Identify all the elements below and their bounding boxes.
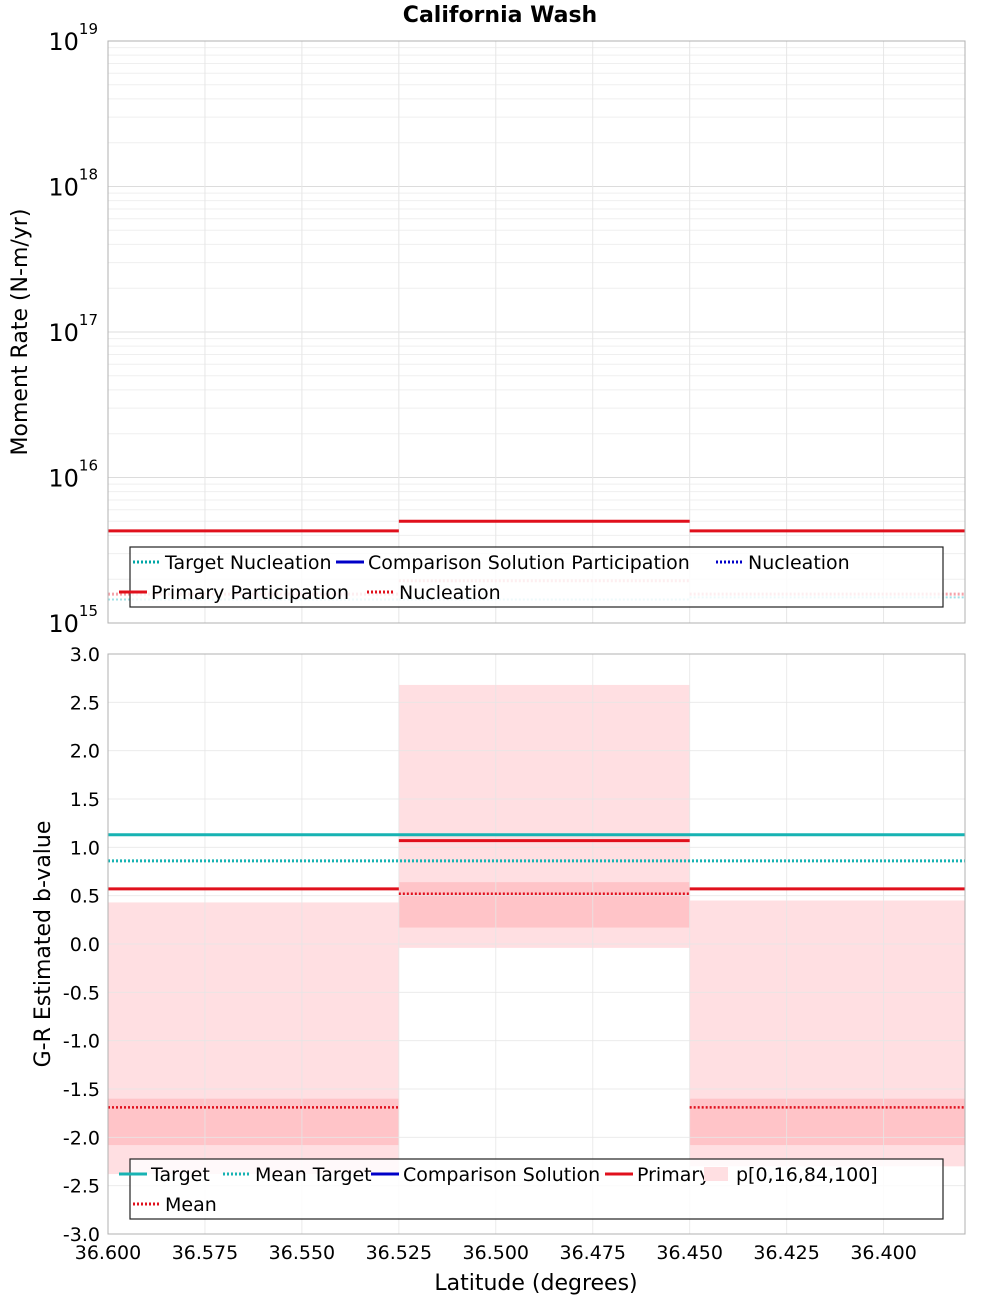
moment-rate-y-tick-exponent: 18 — [79, 166, 98, 184]
legend-box — [129, 546, 944, 608]
b-value-y-tick-label: -1.0 — [63, 1031, 100, 1053]
latitude-x-tick-label: 36.525 — [366, 1242, 432, 1264]
b-value-y-tick-label: 0.5 — [70, 886, 100, 908]
b-value-y-tick-label: -2.0 — [63, 1127, 100, 1149]
moment-rate-y-tick-label: 1019 — [48, 20, 98, 56]
moment-rate-y-tick-base: 10 — [48, 174, 79, 202]
latitude-x-tick-label: 36.550 — [269, 1242, 335, 1264]
moment-rate-y-tick-exponent: 17 — [79, 311, 98, 329]
legend-label: Comparison Solution — [403, 1164, 600, 1186]
latitude-x-tick-label: 36.450 — [656, 1242, 722, 1264]
b-value-y-tick-label: 0.0 — [70, 934, 100, 956]
latitude-x-tick-label: 36.475 — [559, 1242, 625, 1264]
legend-label: Mean — [165, 1194, 217, 1216]
b-value-legend: Target Mean Target Comparison Solution Prim… — [119, 1158, 944, 1220]
legend-label: Target Nucleation — [164, 552, 332, 574]
legend-swatch — [704, 1167, 728, 1181]
legend-label: Mean Target — [255, 1164, 372, 1186]
moment-rate-y-tick-base: 10 — [48, 28, 79, 56]
moment-rate-y-tick-base: 10 — [48, 465, 79, 493]
legend-label: Primary — [637, 1164, 710, 1186]
legend-label: Primary Participation — [151, 582, 349, 604]
b-value-y-tick-label: 2.5 — [70, 692, 100, 714]
moment-rate-y-tick-label: 1016 — [48, 457, 98, 493]
moment-rate-y-tick-label: 1017 — [48, 311, 98, 347]
latitude-x-tick-label: 36.425 — [753, 1242, 819, 1264]
b-value-y-tick-label: 1.5 — [70, 789, 100, 811]
b-value-panel: -3.0 -2.5 -2.0 -1.5 -1.0 -0.5 0.0 0.5 1.0 1.5 2.0 2… — [31, 644, 966, 1296]
b-value-y-axis-label: G-R Estimated b-value — [31, 821, 56, 1068]
moment-rate-y-tick-exponent: 16 — [79, 457, 98, 475]
legend-label: p[0,16,84,100] — [736, 1164, 878, 1186]
b-value-plot-frame — [107, 653, 966, 1235]
latitude-x-tick-label: 36.575 — [172, 1242, 238, 1264]
legend-box — [129, 1158, 944, 1220]
legend-label: Nucleation — [748, 552, 850, 574]
latitude-x-tick-label: 36.600 — [75, 1242, 141, 1264]
moment-rate-y-tick-base: 10 — [48, 610, 79, 638]
moment-rate-y-tick-base: 10 — [48, 319, 79, 347]
b-value-y-tick-label: -3.0 — [63, 1224, 100, 1246]
b-value-y-tick-label: -2.5 — [63, 1176, 100, 1198]
b-value-y-tick-label: 1.0 — [70, 837, 100, 859]
latitude-x-tick-label: 36.500 — [463, 1242, 529, 1264]
legend-label: Comparison Solution Participation — [368, 552, 690, 574]
moment-rate-y-tick-exponent: 19 — [79, 20, 98, 38]
legend-label: Target — [150, 1164, 210, 1186]
moment-rate-y-axis-label: Moment Rate (N-m/yr) — [8, 209, 33, 456]
moment-rate-y-tick-label: 1018 — [48, 166, 98, 202]
b-value-y-tick-label: -1.5 — [63, 1079, 100, 1101]
chart-title: California Wash — [403, 3, 597, 28]
b-value-y-tick-label: 2.0 — [70, 741, 100, 763]
percentile-band-inner — [398, 882, 690, 928]
latitude-x-tick-label: 36.400 — [850, 1242, 916, 1264]
moment-rate-y-tick-exponent: 15 — [79, 602, 98, 620]
percentile-band-inner — [108, 1098, 399, 1146]
latitude-x-axis-label: Latitude (degrees) — [434, 1271, 637, 1296]
b-value-y-tick-label: -0.5 — [63, 982, 100, 1004]
b-value-y-tick-label: 3.0 — [70, 644, 100, 666]
moment-rate-legend: Target Nucleation Comparison Solution Par… — [119, 546, 944, 608]
moment-rate-y-tick-label: 1015 — [48, 602, 98, 638]
moment-rate-plot-frame — [107, 40, 966, 624]
percentile-band-inner — [689, 1098, 965, 1146]
legend-label: Nucleation — [399, 582, 501, 604]
